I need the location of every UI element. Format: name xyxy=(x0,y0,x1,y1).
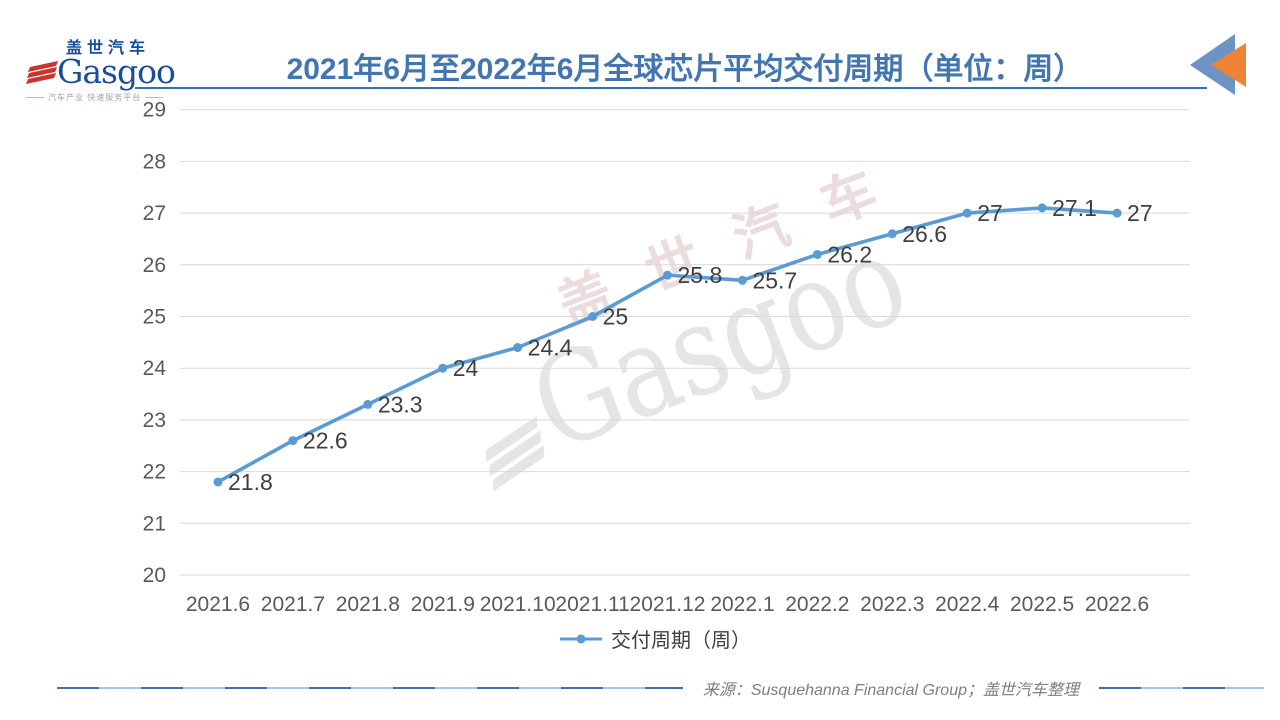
data-point-label: 27 xyxy=(977,200,1003,226)
chart-legend: 交付周期（周） xyxy=(0,624,1280,653)
data-point-label: 24.4 xyxy=(528,335,573,361)
tagline-dash xyxy=(145,97,164,98)
footer: 来源：Susquehanna Financial Group；盖世汽车整理 xyxy=(57,676,1264,700)
source-note: 来源：Susquehanna Financial Group；盖世汽车整理 xyxy=(702,682,1079,699)
data-point-label: 21.8 xyxy=(228,469,273,495)
data-point-label: 27 xyxy=(1127,200,1153,226)
x-tick-label: 2022.5 xyxy=(1010,593,1074,616)
gasgoo-logo: 盖世汽车 Gasgoo 汽车产业 快速服务平台 xyxy=(26,34,176,103)
data-point-label: 25.7 xyxy=(752,267,797,293)
x-tick-label: 2021.7 xyxy=(261,593,325,616)
logo-stripes-icon xyxy=(26,60,58,84)
data-point-label: 25.8 xyxy=(678,262,723,288)
y-tick-label: 21 xyxy=(143,512,166,535)
x-tick-label: 2021.10 xyxy=(480,593,556,616)
data-point-marker xyxy=(962,208,972,218)
y-tick-label: 27 xyxy=(143,202,166,225)
data-point-label: 24 xyxy=(453,355,479,381)
data-point-marker xyxy=(588,312,598,321)
y-tick-label: 20 xyxy=(143,564,166,587)
chart-title: 2021年6月至2022年6月全球芯片平均交付周期（单位：周） xyxy=(286,53,1084,86)
x-tick-label: 2021.6 xyxy=(186,593,250,616)
x-tick-label: 2021.9 xyxy=(411,593,475,616)
data-point-label: 26.2 xyxy=(827,241,872,267)
data-point-label: 22.6 xyxy=(303,428,348,454)
y-tick-label: 22 xyxy=(143,461,166,484)
x-tick-label: 2022.3 xyxy=(860,593,924,616)
logo-tagline: 汽车产业 快速服务平台 xyxy=(26,92,175,103)
data-point-marker xyxy=(1037,203,1047,213)
data-point-marker xyxy=(737,275,747,285)
title-underline xyxy=(135,87,1207,89)
data-point-marker xyxy=(363,399,373,409)
logo-cn-text: 盖世汽车 xyxy=(66,40,151,57)
gasgoo-watermark: 盖世汽车 Gasgoo xyxy=(423,119,1000,497)
x-tick-label: 2022.6 xyxy=(1085,593,1149,616)
data-point-label: 23.3 xyxy=(378,391,423,417)
y-tick-label: 24 xyxy=(143,357,167,380)
y-tick-label: 25 xyxy=(143,306,166,329)
x-tick-label: 2021.12 xyxy=(630,593,706,616)
legend-line-marker-icon xyxy=(560,634,602,643)
x-tick-label: 2021.11 xyxy=(555,593,629,616)
logo-en-text: Gasgoo xyxy=(57,52,176,91)
y-tick-label: 29 xyxy=(143,99,166,122)
watermark-stripes-icon xyxy=(486,415,545,492)
y-tick-label: 23 xyxy=(143,409,166,432)
data-point-marker xyxy=(1112,208,1122,218)
data-point-marker xyxy=(213,477,223,487)
data-point-marker xyxy=(288,436,298,446)
double-arrow-left-icon xyxy=(1190,34,1246,95)
series-line xyxy=(216,206,1119,484)
footer-rule-left xyxy=(57,687,683,689)
data-point-label: 26.6 xyxy=(902,221,947,247)
data-point-marker xyxy=(663,270,673,280)
data-point-marker xyxy=(438,363,448,373)
tagline-dash xyxy=(26,97,44,98)
y-tick-label: 26 xyxy=(143,254,166,277)
data-point-marker xyxy=(513,343,523,353)
y-tick-label: 28 xyxy=(143,150,166,173)
x-tick-label: 2021.8 xyxy=(336,593,400,616)
footer-rule-right xyxy=(1099,687,1264,689)
data-point-marker xyxy=(812,249,822,259)
x-tick-label: 2022.2 xyxy=(785,593,849,616)
legend-label: 交付周期（周） xyxy=(611,630,751,652)
data-point-label: 25 xyxy=(603,304,629,330)
data-point-marker xyxy=(887,229,897,239)
logo-tagline-text: 汽车产业 快速服务平台 xyxy=(48,93,142,102)
data-point-label: 27.1 xyxy=(1052,195,1097,221)
x-tick-label: 2022.4 xyxy=(935,593,1000,616)
x-tick-label: 2022.1 xyxy=(710,593,774,616)
